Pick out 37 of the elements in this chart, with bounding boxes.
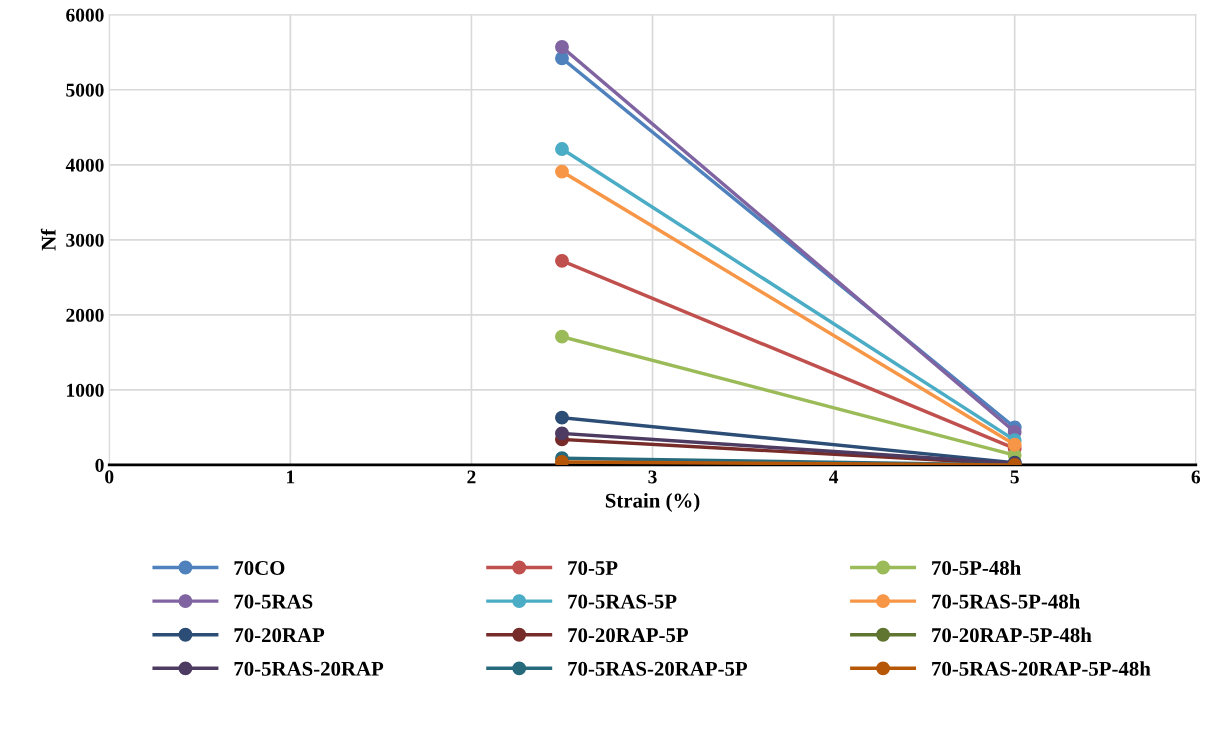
legend-label: 70-5P-48h bbox=[932, 560, 1021, 576]
y-tick-label: 5000 bbox=[66, 83, 104, 97]
point bbox=[555, 410, 569, 425]
y-tick-label: 1000 bbox=[67, 383, 104, 397]
point bbox=[1007, 437, 1022, 452]
point bbox=[555, 253, 569, 268]
x-tick-label: 2 bbox=[467, 470, 476, 484]
y-tick-label: 6000 bbox=[66, 8, 104, 22]
x-axis-title: Strain (%) bbox=[605, 492, 700, 512]
point bbox=[555, 329, 569, 344]
x-tick-label: 1 bbox=[287, 470, 295, 484]
legend-label: 70-5RAS-20RAP bbox=[234, 661, 384, 676]
y-axis-title: Nf bbox=[40, 228, 56, 251]
legend-label: 70-20RAP-5P bbox=[568, 628, 689, 643]
point bbox=[555, 51, 569, 66]
legend-label: 70-5RAS-20RAP-5P-48h bbox=[932, 661, 1151, 676]
y-tick-label: 3000 bbox=[66, 233, 104, 247]
x-tick-label: 5 bbox=[1010, 470, 1019, 484]
legend-label: 70-5RAS-20RAP-5P bbox=[568, 661, 748, 676]
legend-label: 70-5P bbox=[568, 560, 618, 576]
y-tick-label: 0 bbox=[95, 458, 104, 472]
y-tick-label: 4000 bbox=[65, 158, 104, 172]
point bbox=[555, 164, 569, 179]
point bbox=[555, 142, 569, 157]
legend-label: 70-5RAS-5P bbox=[568, 594, 677, 609]
legend-label: 70CO bbox=[234, 560, 285, 576]
x-tick-label: 6 bbox=[1191, 470, 1201, 484]
legend-label: 70-5RAS bbox=[234, 594, 313, 609]
x-tick-label: 4 bbox=[829, 470, 839, 484]
legend-label: 70-5RAS-5P-48h bbox=[932, 593, 1080, 609]
point bbox=[555, 40, 569, 54]
x-tick-label: 3 bbox=[648, 470, 657, 484]
legend-label: 70-20RAP bbox=[234, 628, 325, 643]
legend-label: 70-20RAP-5P-48h bbox=[932, 627, 1092, 643]
y-tick-label: 2000 bbox=[66, 308, 104, 322]
point bbox=[555, 426, 569, 441]
x-tick-label: 0 bbox=[105, 470, 114, 484]
